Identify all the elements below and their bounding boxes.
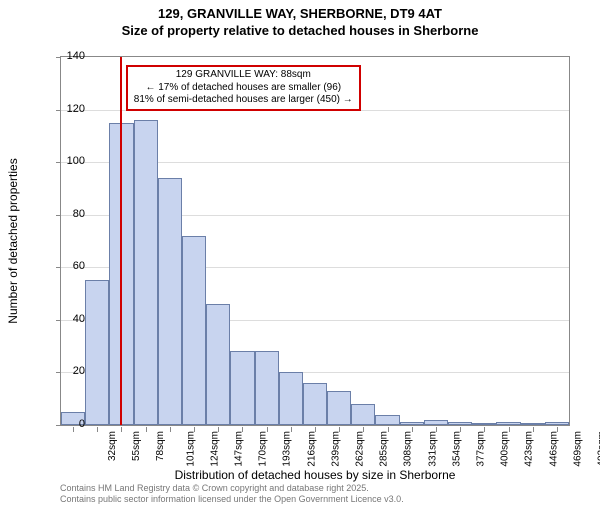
x-tick-label: 193sqm [282, 431, 293, 467]
histogram-bar [448, 422, 472, 425]
histogram-bar [206, 304, 230, 425]
histogram-bar [158, 178, 182, 425]
y-tick-label: 40 [45, 313, 85, 325]
x-tick-mark [388, 427, 389, 432]
x-tick-label: 308sqm [403, 431, 414, 467]
y-tick-label: 20 [45, 365, 85, 377]
footer-attribution: Contains HM Land Registry data © Crown c… [60, 483, 404, 504]
histogram-bar [327, 391, 351, 425]
x-tick-label: 285sqm [379, 431, 390, 467]
x-tick-mark [291, 427, 292, 432]
histogram-bar [279, 372, 303, 425]
x-tick-label: 354sqm [451, 431, 462, 467]
x-tick-mark [363, 427, 364, 432]
x-tick-label: 239sqm [330, 431, 341, 467]
histogram-bar [545, 422, 569, 425]
histogram-bar [134, 120, 158, 425]
histogram-bar [85, 280, 109, 425]
x-tick-mark [146, 427, 147, 432]
x-tick-mark [339, 427, 340, 432]
marker-line [120, 57, 122, 425]
footer-line-2: Contains public sector information licen… [60, 494, 404, 504]
histogram-bar [182, 236, 206, 425]
x-tick-mark [484, 427, 485, 432]
histogram-bar [375, 415, 399, 426]
x-tick-label: 170sqm [258, 431, 269, 467]
y-axis-label: Number of detached properties [6, 158, 20, 323]
callout-line: 129 GRANVILLE WAY: 88sqm [134, 69, 353, 82]
x-tick-mark [170, 427, 171, 432]
y-tick-label: 0 [45, 418, 85, 430]
x-tick-mark [509, 427, 510, 432]
x-tick-mark [121, 427, 122, 432]
y-tick-label: 100 [45, 155, 85, 167]
histogram-bar [472, 423, 496, 425]
histogram-bar [496, 422, 520, 425]
y-tick-label: 60 [45, 260, 85, 272]
x-tick-mark [533, 427, 534, 432]
x-tick-mark [412, 427, 413, 432]
chart-title-main: 129, GRANVILLE WAY, SHERBORNE, DT9 4AT [0, 6, 600, 21]
x-tick-label: 216sqm [306, 431, 317, 467]
x-tick-mark [267, 427, 268, 432]
footer-line-1: Contains HM Land Registry data © Crown c… [60, 483, 404, 493]
histogram-bar [303, 383, 327, 425]
x-tick-label: 423sqm [524, 431, 535, 467]
x-tick-label: 147sqm [234, 431, 245, 467]
histogram-bar [424, 420, 448, 425]
x-tick-mark [557, 427, 558, 432]
x-tick-label: 331sqm [427, 431, 438, 467]
x-tick-label: 55sqm [131, 431, 142, 461]
chart-plot-area: 32sqm55sqm78sqm101sqm124sqm147sqm170sqm1… [60, 56, 570, 426]
x-tick-mark [218, 427, 219, 432]
plot-region: 32sqm55sqm78sqm101sqm124sqm147sqm170sqm1… [60, 56, 570, 426]
x-tick-label: 400sqm [500, 431, 511, 467]
x-tick-label: 78sqm [155, 431, 166, 461]
y-tick-label: 80 [45, 208, 85, 220]
x-tick-label: 262sqm [355, 431, 366, 467]
x-axis-label: Distribution of detached houses by size … [60, 468, 570, 482]
histogram-bar [230, 351, 254, 425]
callout-line: ← 17% of detached houses are smaller (96… [134, 82, 353, 95]
histogram-bar [400, 422, 424, 425]
x-tick-mark [194, 427, 195, 432]
x-tick-label: 32sqm [107, 431, 118, 461]
x-tick-label: 469sqm [572, 431, 583, 467]
x-tick-label: 446sqm [548, 431, 559, 467]
x-tick-label: 492sqm [596, 431, 600, 467]
histogram-bar [521, 423, 545, 425]
y-tick-label: 120 [45, 103, 85, 115]
x-tick-label: 101sqm [185, 431, 196, 467]
marker-callout: 129 GRANVILLE WAY: 88sqm← 17% of detache… [126, 65, 361, 111]
histogram-bar [255, 351, 279, 425]
x-tick-label: 377sqm [476, 431, 487, 467]
x-tick-mark [315, 427, 316, 432]
y-tick-label: 140 [45, 50, 85, 62]
histogram-bar [351, 404, 375, 425]
x-tick-mark [97, 427, 98, 432]
x-tick-label: 124sqm [209, 431, 220, 467]
x-tick-mark [460, 427, 461, 432]
chart-title-sub: Size of property relative to detached ho… [0, 23, 600, 38]
x-tick-mark [436, 427, 437, 432]
x-tick-mark [242, 427, 243, 432]
callout-line: 81% of semi-detached houses are larger (… [134, 94, 353, 107]
